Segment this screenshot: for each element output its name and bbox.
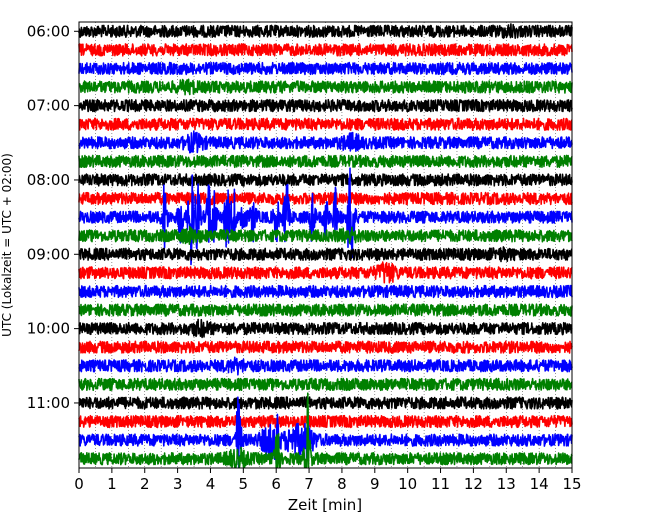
x-axis: 0 1 2 3 4 5 6 7 8 9 10 11 12 13 14 15 bbox=[74, 468, 582, 493]
x-tick-label: 7 bbox=[304, 475, 314, 493]
trace-line-1015 bbox=[78, 340, 573, 354]
trace-line-0815 bbox=[78, 191, 573, 206]
x-tick-label: 14 bbox=[530, 475, 549, 493]
trace-line-0915 bbox=[78, 261, 573, 284]
x-tick-label: 4 bbox=[206, 475, 216, 493]
x-tick-label: 15 bbox=[562, 475, 581, 493]
trace-line-1030 bbox=[78, 356, 573, 376]
y-tick-label: 09:00 bbox=[27, 245, 70, 263]
trace-line-0800 bbox=[78, 173, 573, 187]
x-tick-label: 10 bbox=[398, 475, 417, 493]
x-tick-label: 0 bbox=[74, 475, 84, 493]
y-tick-label: 08:00 bbox=[27, 171, 70, 189]
trace-line-1130 bbox=[78, 396, 573, 468]
x-tick-label: 5 bbox=[239, 475, 249, 493]
x-tick-label: 3 bbox=[173, 475, 183, 493]
trace-line-0930 bbox=[78, 284, 573, 299]
trace-line-1100 bbox=[78, 396, 573, 410]
trace-line-0745 bbox=[78, 154, 573, 169]
grid-lines bbox=[95, 22, 556, 468]
trace-line-0715 bbox=[78, 117, 573, 131]
trace-line-1115 bbox=[78, 414, 573, 429]
x-tick-label: 11 bbox=[431, 475, 450, 493]
y-tick-label: 06:00 bbox=[27, 22, 70, 40]
x-tick-label: 8 bbox=[337, 475, 347, 493]
trace-line-0630 bbox=[78, 61, 573, 76]
x-tick-label: 2 bbox=[140, 475, 150, 493]
x-tick-label: 9 bbox=[370, 475, 380, 493]
trace-line-0900 bbox=[78, 246, 573, 263]
trace-group bbox=[78, 23, 573, 468]
trace-line-1045 bbox=[78, 377, 573, 392]
trace-line-0700 bbox=[78, 98, 573, 113]
y-axis-title: UTC (Lokalzeit = UTC + 02:00) bbox=[0, 153, 14, 337]
plot-frame bbox=[78, 21, 573, 469]
trace-line-0845 bbox=[78, 225, 573, 245]
trace-line-0830 bbox=[78, 167, 573, 266]
y-tick-label: 11:00 bbox=[27, 394, 70, 412]
trace-line-0945 bbox=[78, 303, 573, 317]
y-tick-label: 10:00 bbox=[27, 320, 70, 338]
x-axis-title: Zeit [min] bbox=[288, 496, 362, 514]
x-tick-label: 6 bbox=[271, 475, 281, 493]
x-tick-label: 1 bbox=[107, 475, 117, 493]
trace-line-0730 bbox=[78, 130, 573, 154]
trace-line-1145 bbox=[78, 392, 573, 468]
trace-line-0645 bbox=[78, 78, 573, 96]
y-axis: 06:00 07:00 08:00 09:00 10:00 11:00 bbox=[27, 22, 79, 412]
trace-line-0615 bbox=[78, 43, 573, 57]
y-tick-label: 07:00 bbox=[27, 97, 70, 115]
trace-line-1000 bbox=[78, 318, 573, 339]
x-tick-label: 12 bbox=[464, 475, 483, 493]
trace-line-0600 bbox=[78, 23, 573, 39]
x-tick-label: 13 bbox=[497, 475, 516, 493]
